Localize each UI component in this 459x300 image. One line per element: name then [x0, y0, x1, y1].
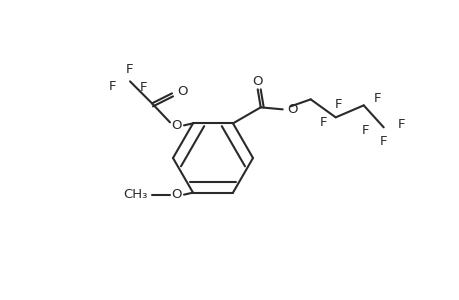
- Text: O: O: [287, 103, 297, 116]
- Text: O: O: [171, 188, 182, 201]
- Text: F: F: [397, 118, 404, 131]
- Text: F: F: [108, 80, 116, 93]
- Text: F: F: [319, 116, 327, 129]
- Text: O: O: [252, 75, 263, 88]
- Text: O: O: [171, 119, 182, 132]
- Text: O: O: [177, 85, 187, 98]
- Text: F: F: [379, 135, 386, 148]
- Text: F: F: [373, 92, 381, 105]
- Text: F: F: [361, 124, 369, 137]
- Text: F: F: [140, 81, 147, 94]
- Text: CH₃: CH₃: [123, 188, 148, 201]
- Text: F: F: [334, 98, 341, 111]
- Text: F: F: [126, 63, 134, 76]
